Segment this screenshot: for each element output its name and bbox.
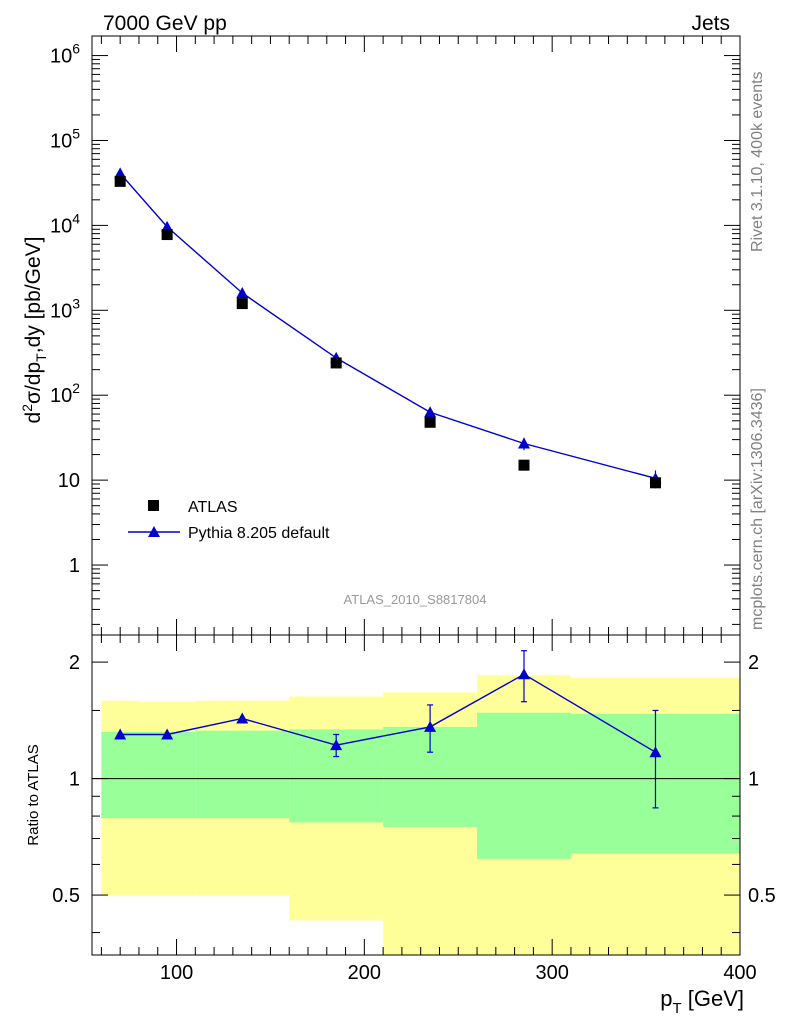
main-y-tick-label: 102 bbox=[50, 380, 80, 407]
svg-text:d2σ/dpT,dy [pb/GeV]: d2σ/dpT,dy [pb/GeV] bbox=[19, 237, 49, 424]
header-energy-label: 7000 GeV pp bbox=[103, 12, 227, 35]
main-y-tick-label: 105 bbox=[50, 125, 80, 152]
mc-point bbox=[236, 286, 249, 298]
ratio-y-axis-title: Ratio to ATLAS bbox=[25, 744, 42, 845]
ratio-band-inner-0 bbox=[101, 731, 139, 819]
ratio-y-tick-label-right: 0.5 bbox=[748, 885, 776, 907]
main-y-tick-label: 103 bbox=[50, 295, 80, 322]
ratio-y-tick-label-left: 2 bbox=[69, 652, 80, 674]
ratio-point bbox=[424, 720, 437, 732]
ratio-point bbox=[114, 728, 127, 740]
main-y-axis-title: d2σ/dpT,dy [pb/GeV] bbox=[19, 237, 49, 424]
mc-point bbox=[518, 437, 530, 449]
ratio-point bbox=[518, 668, 530, 680]
header-process-label: Jets bbox=[691, 12, 730, 35]
x-tick-label: 300 bbox=[535, 962, 568, 984]
atlas-data-point bbox=[161, 229, 173, 241]
main-y-tick-label: 104 bbox=[50, 210, 80, 237]
svg-text:pT [GeV]: pT [GeV] bbox=[660, 986, 744, 1017]
atlas-data-point bbox=[236, 298, 248, 310]
x-tick-label: 100 bbox=[160, 962, 193, 984]
ratio-y-tick-label-left: 0.5 bbox=[52, 885, 80, 907]
legend-atlas-label: ATLAS bbox=[188, 499, 238, 516]
atlas-data-point bbox=[330, 357, 342, 369]
atlas-data-point bbox=[518, 459, 530, 471]
legend-mc-label: Pythia 8.205 default bbox=[188, 525, 330, 542]
x-tick-label: 400 bbox=[723, 962, 756, 984]
atlas-data-point bbox=[114, 175, 126, 187]
ratio-point bbox=[330, 739, 343, 751]
mc-series-line bbox=[119, 172, 656, 480]
legend-mc-marker bbox=[148, 526, 160, 537]
main-plot-frame bbox=[91, 35, 741, 636]
mc-point bbox=[114, 167, 127, 179]
x-tick-label: 200 bbox=[348, 962, 381, 984]
legend-atlas-marker bbox=[148, 500, 159, 511]
main-y-tick-label: 10 bbox=[58, 470, 80, 492]
ratio-band-inner-2 bbox=[195, 730, 290, 819]
ratio-band-inner-5 bbox=[477, 712, 571, 859]
ratio-point bbox=[236, 712, 249, 724]
rivet-version-label: Rivet 3.1.10, 400k events bbox=[749, 71, 766, 252]
ratio-band-inner-1 bbox=[138, 731, 196, 819]
ratio-point bbox=[161, 728, 174, 740]
analysis-label: ATLAS_2010_S8817804 bbox=[344, 592, 487, 607]
main-y-tick-label: 1 bbox=[69, 555, 80, 577]
atlas-data-point bbox=[649, 477, 661, 489]
ratio-plot-frame bbox=[91, 634, 741, 956]
ratio-y-tick-label-left: 1 bbox=[69, 769, 80, 791]
mcplots-label: mcplots.cern.ch [arXiv:1306.3436] bbox=[749, 388, 766, 630]
ratio-y-tick-label-right: 2 bbox=[748, 652, 759, 674]
main-y-tick-label: 106 bbox=[50, 41, 80, 68]
x-axis-title: pT [GeV] bbox=[660, 986, 744, 1017]
ratio-point bbox=[649, 746, 662, 758]
atlas-data-point bbox=[424, 416, 436, 428]
ratio-y-tick-label-right: 1 bbox=[748, 769, 759, 791]
mc-point bbox=[424, 406, 437, 418]
